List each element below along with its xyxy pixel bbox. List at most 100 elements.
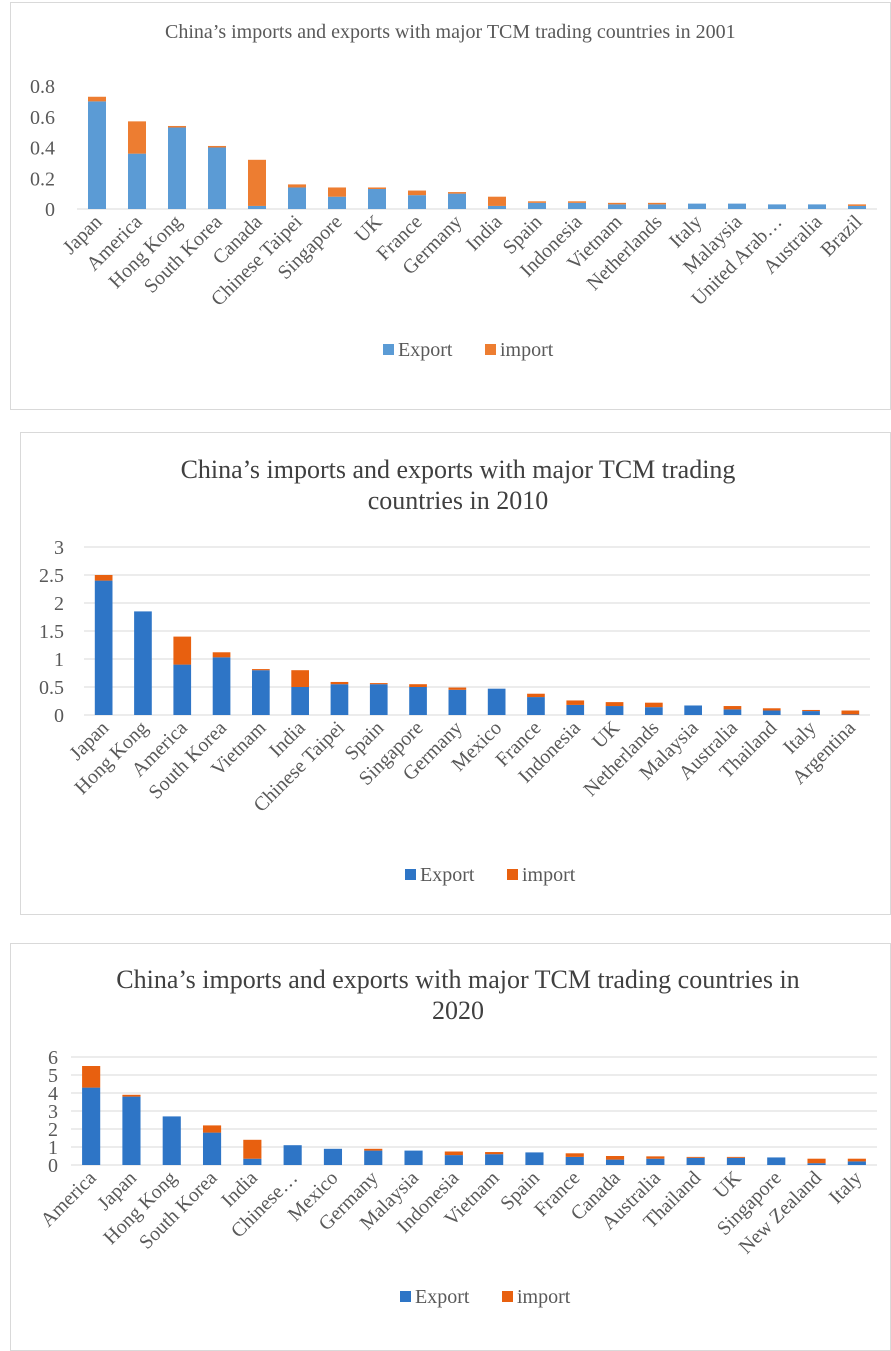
bar-segment (330, 684, 349, 715)
bar-segment (368, 189, 386, 209)
bar-segment (328, 187, 346, 197)
bar-segment (762, 710, 781, 715)
bar-segment (243, 1139, 262, 1159)
legend-swatch (485, 344, 496, 355)
bar-segment (291, 687, 309, 715)
bar-segment (128, 153, 146, 209)
y-tick-label: 4 (48, 1083, 58, 1105)
bar-segment (488, 196, 506, 206)
y-tick-label: 2 (48, 1119, 58, 1141)
bar-segment (408, 195, 426, 209)
bar-segment (726, 1157, 746, 1165)
bar-segment (291, 670, 309, 687)
y-tick-label: 1 (54, 649, 64, 671)
bar-segment (768, 204, 786, 209)
bar-segment (525, 1152, 544, 1165)
bar-segment (448, 687, 467, 690)
bar-segment (841, 710, 860, 715)
bar-segment (369, 684, 388, 715)
x-tick-label: America (36, 1167, 100, 1231)
bar-segment (448, 192, 466, 194)
bar-segment (408, 190, 426, 196)
chart-title: China’s imports and exports with major T… (180, 455, 736, 515)
bar-segment (762, 708, 781, 711)
bar-segment (605, 1156, 625, 1160)
y-tick-label: 2.5 (39, 565, 64, 587)
y-tick-label: 3 (48, 1101, 58, 1123)
y-tick-label: 3 (54, 537, 64, 559)
bar-segment (646, 1158, 665, 1165)
bar-segment (723, 706, 742, 710)
y-tick-label: 2 (54, 593, 64, 615)
x-tick-label: India (462, 211, 507, 256)
bar-segment (568, 201, 586, 203)
bar-segment (566, 700, 585, 705)
bar-segment (404, 1150, 423, 1165)
bar-segment (409, 684, 427, 687)
bar-segment (645, 702, 663, 708)
bar-segment (848, 205, 866, 209)
bar-segment (364, 1150, 383, 1165)
bar-segment (448, 689, 467, 715)
bar-segment (212, 652, 231, 658)
bar-segment (288, 187, 306, 209)
bar-segment (807, 1158, 826, 1164)
y-tick-label: 0.6 (30, 107, 55, 129)
bar-segment (605, 706, 624, 715)
bar-segment (248, 159, 266, 206)
chart-title: China’s imports and exports with major T… (165, 21, 736, 43)
bar-segment (723, 709, 742, 715)
bar-segment (688, 203, 706, 209)
y-tick-label: 0 (45, 199, 55, 221)
bar-segment (487, 688, 506, 715)
bar-segment (168, 127, 186, 209)
bar-segment (128, 121, 146, 154)
bar-segment (94, 575, 113, 581)
bar-segment (369, 683, 388, 685)
legend-swatch (383, 344, 394, 355)
bar-segment (173, 664, 192, 715)
y-tick-label: 0 (54, 705, 64, 727)
bar-segment (444, 1151, 463, 1156)
legend-swatch (507, 869, 518, 880)
bar-segment (134, 611, 152, 715)
bar-segment (368, 187, 386, 190)
bar-segment (684, 705, 702, 715)
bar-segment (212, 657, 231, 715)
bar-segment (208, 145, 226, 148)
bar-segment (82, 1066, 101, 1088)
bar-segment (88, 96, 106, 102)
bar-segment (248, 205, 266, 209)
bar-segment (608, 204, 626, 209)
bar-segment (802, 709, 820, 712)
legend-label: import (522, 864, 576, 886)
bar-segment (527, 693, 545, 698)
bar-segment (173, 636, 192, 665)
bar-segment (252, 669, 270, 671)
bar-segment (82, 1087, 101, 1165)
y-tick-label: 6 (48, 1047, 58, 1069)
legend-label: import (500, 339, 554, 361)
bar-segment (728, 203, 746, 209)
bar-segment (645, 707, 663, 715)
bar-segment (88, 101, 106, 209)
legend-label: Export (415, 1286, 470, 1308)
bar-segment (686, 1156, 705, 1158)
y-tick-label: 1.5 (39, 621, 64, 643)
bar-segment (485, 1154, 504, 1165)
y-tick-label: 5 (48, 1065, 58, 1087)
bar-segment (288, 184, 306, 188)
bar-segment (485, 1152, 504, 1155)
bar-segment (568, 202, 586, 209)
bar-segment (847, 1158, 866, 1162)
y-tick-label: 0 (48, 1155, 58, 1177)
bar-segment (444, 1155, 463, 1165)
bar-segment (202, 1132, 222, 1165)
bar-segment (847, 1161, 866, 1165)
y-tick-label: 1 (48, 1137, 58, 1159)
x-tick-label: Italy (825, 1167, 866, 1208)
bar-segment (488, 205, 506, 209)
chart-panel (20, 432, 891, 915)
bar-segment (608, 202, 626, 205)
